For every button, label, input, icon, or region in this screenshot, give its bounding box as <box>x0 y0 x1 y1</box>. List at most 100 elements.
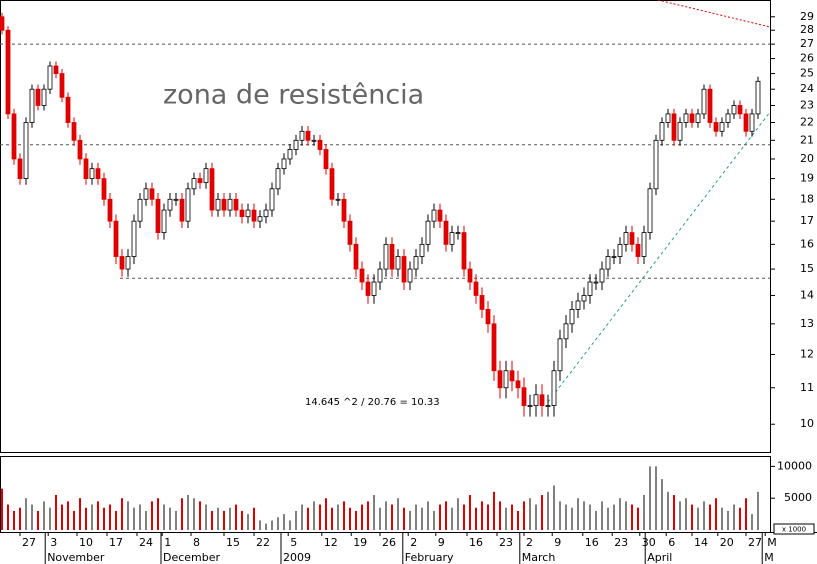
volume-bar <box>451 507 453 530</box>
volume-bar <box>289 520 291 530</box>
x-tick-label: 27 <box>748 536 762 549</box>
volume-bar <box>247 514 249 530</box>
candle-body <box>515 380 521 389</box>
candle-body <box>653 139 659 190</box>
candle-body <box>227 198 233 211</box>
candle-body <box>575 300 581 310</box>
month-label: March <box>522 551 556 564</box>
volume-bar <box>421 507 423 530</box>
volume-bar <box>511 504 513 530</box>
volume-bar <box>151 501 153 530</box>
y-tick-label: 15 <box>800 262 814 275</box>
candle-body <box>359 268 365 283</box>
candle-body <box>659 122 665 141</box>
volume-bar <box>301 504 303 530</box>
volume-bar <box>715 498 717 530</box>
candle-body <box>71 122 77 141</box>
y-tick-label: 29 <box>800 10 814 23</box>
volume-bar <box>499 501 501 530</box>
candle-body <box>269 188 275 211</box>
volume-bar <box>619 498 621 530</box>
candle-body <box>719 122 725 132</box>
volume-bar <box>85 507 87 530</box>
candle-body <box>485 308 491 325</box>
volume-bar <box>91 504 93 530</box>
volume-bar <box>667 491 669 530</box>
candle-body <box>437 209 443 222</box>
volume-bar <box>625 501 627 530</box>
y-tick-label: 28 <box>800 23 814 36</box>
candle-body <box>623 232 629 245</box>
volume-bar <box>229 507 231 530</box>
candle-body <box>371 281 377 296</box>
candle-body <box>125 256 131 270</box>
x-tick-label: 22 <box>256 536 270 549</box>
volume-bar <box>169 507 171 530</box>
candle-body <box>551 370 557 406</box>
volume-bar <box>199 501 201 530</box>
volume-bar <box>433 510 435 530</box>
x-tick-label: 23 <box>614 536 628 549</box>
candle-body <box>23 122 29 180</box>
candle-body <box>275 168 281 190</box>
volume-bar <box>679 501 681 530</box>
candle-body <box>419 243 425 257</box>
volume-bar <box>181 498 183 530</box>
x-tick-label: 16 <box>585 536 599 549</box>
candle-body <box>569 308 575 325</box>
candle-body <box>707 88 713 123</box>
volume-bar <box>223 510 225 530</box>
volume-bar <box>109 504 111 530</box>
candle-body <box>119 256 125 270</box>
month-label: December <box>163 551 221 564</box>
candle-body <box>341 198 347 222</box>
candle-body <box>743 113 749 132</box>
candle-body <box>539 394 545 406</box>
volume-bar <box>349 507 351 530</box>
candle-body <box>407 268 413 283</box>
candle-body <box>461 232 467 270</box>
candle-body <box>161 209 167 233</box>
candle-body <box>695 113 701 123</box>
y-tick-label: 18 <box>800 192 814 205</box>
volume-bar <box>463 504 465 530</box>
volume-bar <box>241 510 243 530</box>
x-tick-label: 2 <box>526 536 533 549</box>
candle-body <box>347 220 353 245</box>
candle-body <box>59 73 65 98</box>
x-tick-label: 20 <box>720 536 734 549</box>
y-tick-label: 25 <box>800 67 814 80</box>
volume-bar <box>319 504 321 530</box>
candle-body <box>293 139 299 150</box>
x-tick-label: 19 <box>353 536 367 549</box>
volume-bar <box>19 507 21 530</box>
candle-body <box>209 168 215 211</box>
candle-body <box>545 405 551 407</box>
volume-bar <box>325 498 327 530</box>
x-tick-label: 3 <box>50 536 57 549</box>
volume-bar <box>523 501 525 530</box>
candle-body <box>143 188 149 200</box>
volume-bar <box>493 491 495 530</box>
candle-body <box>83 158 89 180</box>
volume-bar <box>307 507 309 530</box>
candle-body <box>581 295 587 302</box>
x-tick-label: 9 <box>438 536 445 549</box>
month-label: April <box>647 551 672 564</box>
candle-body <box>0 16 5 31</box>
candle-body <box>671 113 677 141</box>
volume-bar <box>295 510 297 530</box>
volume-bar <box>127 501 129 530</box>
volume-bar <box>355 510 357 530</box>
candle-body <box>77 139 83 160</box>
candle-body <box>647 188 653 233</box>
candle-body <box>329 168 335 200</box>
candle-body <box>725 113 731 123</box>
x-tick-label: 9 <box>554 536 561 549</box>
volume-bar <box>175 510 177 530</box>
volume-bar <box>235 504 237 530</box>
candle-body <box>5 29 11 115</box>
volume-bar <box>571 507 573 530</box>
candle-body <box>635 243 641 257</box>
y-tick-label: 22 <box>800 115 814 128</box>
